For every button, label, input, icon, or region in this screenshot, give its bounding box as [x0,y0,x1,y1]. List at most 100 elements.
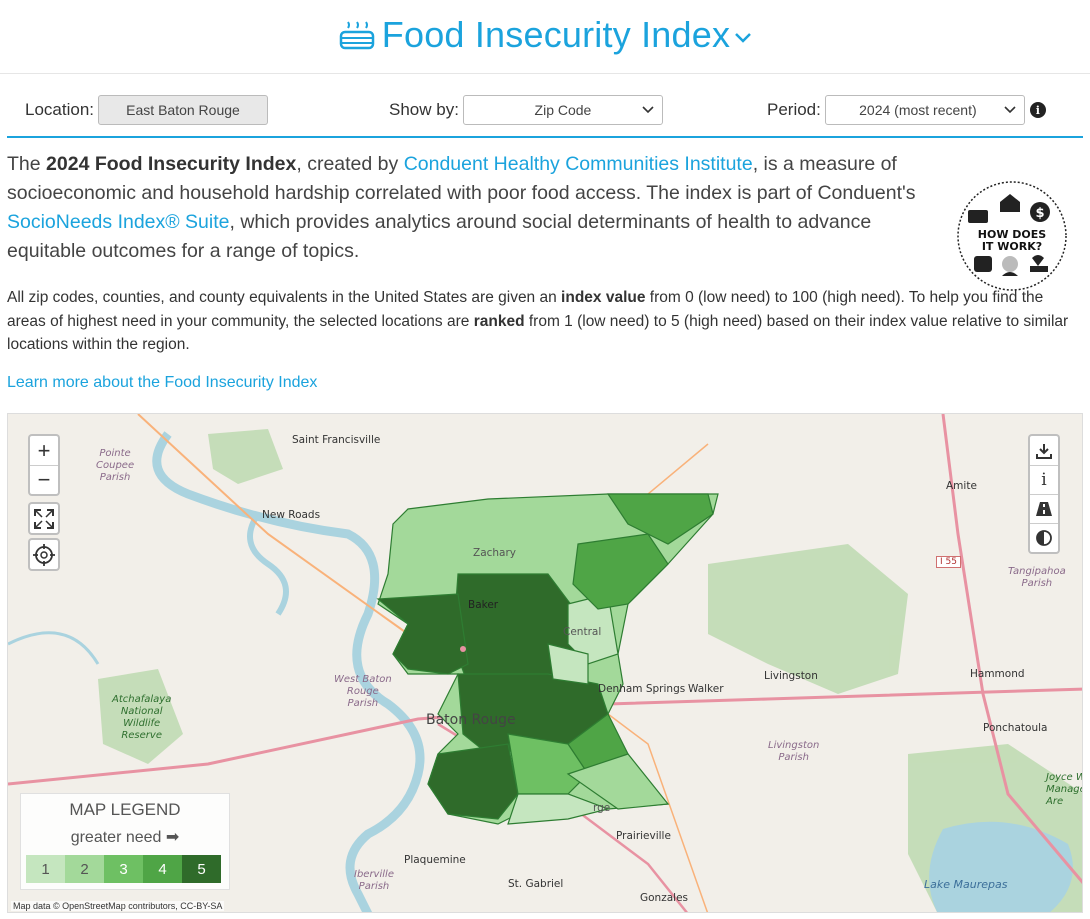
period-control: Period: 2024 (most recent) i [767,95,1046,125]
intro-text: The [7,153,47,175]
chevron-down-icon [735,33,752,43]
locate-button[interactable] [28,538,60,571]
page-title: Food Insecurity Index [381,14,731,55]
legend-level-4: 4 [143,855,182,883]
intro-paragraph: The 2024 Food Insecurity Index, created … [7,150,942,266]
contrast-icon [1036,530,1052,546]
map-label-joyce-wma: Joyce W Manage Are [1046,772,1083,807]
chi-link[interactable]: Conduent Healthy Communities Institute [403,153,753,175]
download-button[interactable] [1030,436,1058,465]
map-label-ponchatoula: Ponchatoula [983,722,1048,734]
zoom-out-button[interactable]: − [30,465,58,494]
download-icon [1036,443,1052,459]
show-by-control: Show by: Zip Code [389,95,663,125]
false-river [247,512,289,616]
learn-more: Learn more about the Food Insecurity Ind… [7,374,317,392]
fullscreen-button[interactable] [28,502,60,535]
map-label-atchafalaya: Atchafalaya National Wildlife Reserve [112,694,172,741]
show-by-select[interactable]: Zip Code [462,95,663,125]
legend-level-3: 3 [104,855,143,883]
legend-title: MAP LEGEND [69,800,181,819]
details-paragraph: All zip codes, counties, and county equi… [7,286,1085,357]
details-bold: ranked [473,312,525,330]
svg-text:$: $ [1035,206,1044,221]
map-label-hammond: Hammond [970,668,1025,680]
info-icon[interactable]: i [1029,102,1046,118]
road-icon [1036,502,1052,516]
location-field[interactable]: East Baton Rouge [98,95,268,125]
info-icon: i [1041,470,1047,490]
period-select[interactable]: 2024 (most recent) [824,95,1025,125]
title-dropdown[interactable]: Food Insecurity Index [338,14,752,56]
map-label-livingston-parish: Livingston Parish [768,740,820,763]
show-by-label: Show by: [389,100,459,119]
zoom-controls: + − [28,434,60,496]
map-label-saint-francisville: Saint Francisville [292,434,381,446]
map-label-st-gabriel: St. Gabriel [508,878,564,890]
info-button[interactable]: i [1030,465,1058,494]
map-label-pointe-coupee: Pointe Coupee Parish [96,448,135,483]
socioneeds-link[interactable]: SocioNeeds Index® Suite [7,211,230,233]
chevron-down-icon [1004,106,1016,114]
map-label-baton-rouge: Baton Rouge [426,712,516,728]
map-label-zachary: Zachary [473,547,517,559]
map-view[interactable]: Saint Francisville Pointe Coupee Parish Ne… [7,413,1083,913]
chevron-down-icon [642,106,654,114]
map-label-plaquemine: Plaquemine [404,854,466,866]
map-label-amite: Amite [946,480,977,492]
location-control: Location: East Baton Rouge [25,95,268,125]
map-label-sorrento-partial: rge [593,802,611,814]
crosshair-icon [33,543,55,566]
map-toolbar: i [1028,434,1060,554]
badge-line-1: HOW DOES [978,228,1047,241]
road-layer-button[interactable] [1030,494,1058,523]
map-label-livingston: Livingston [764,670,818,682]
zip-regions [376,493,719,825]
header: Food Insecurity Index [0,0,1090,74]
zoom-in-button[interactable]: + [37,437,51,463]
interstate-55 [941,414,1082,884]
details-bold: index value [561,289,646,306]
map-label-baker: Baker [468,599,499,611]
map-label-denham-springs: Denham Springs [598,683,686,695]
how-does-it-work-badge[interactable]: $ HOW DOES IT WORK? [956,180,1068,292]
learn-more-link[interactable]: Learn more about the Food Insecurity Ind… [7,374,318,391]
food-tray-icon [339,21,375,50]
legend-subtitle: greater need ➡ [70,829,180,846]
map-label-lake-maurepas: Lake Maurepas [924,878,1008,891]
location-label: Location: [25,100,94,119]
map-label-iberville-parish: Iberville Parish [354,869,394,892]
map-label-new-roads: New Roads [262,509,321,521]
filter-controls: Location: East Baton Rouge Show by: Zip … [7,92,1083,138]
map-label-central: Central [563,626,602,638]
map-label-walker: Walker [688,683,724,695]
intro-text: , is a measure of socioeconomic and hous… [7,153,916,204]
details-text: from 0 (low need) to 100 (high need). To… [7,289,1044,330]
map-label-gonzales: Gonzales [640,892,689,904]
map-label-prairieville: Prairieville [616,830,671,842]
intro-text: , which provides analytics around social… [7,211,872,262]
map-attribution: Map data © OpenStreetMap contributors, C… [11,901,225,911]
details-text: All zip codes, counties, and county equi… [7,289,562,306]
contrast-button[interactable] [1030,523,1058,552]
interstate-55-shield: I 55 [936,556,961,568]
legend-level-2: 2 [65,855,104,883]
intro-bold-title: 2024 Food Insecurity Index [46,153,297,175]
fullscreen-icon [34,508,54,529]
map-label-west-baton-rouge: West Baton Rouge Parish [334,674,392,709]
period-value: 2024 (most recent) [859,102,977,118]
arrow-right-icon: ➡ [165,829,180,846]
show-by-value: Zip Code [534,102,592,118]
state-highway [137,414,409,635]
legend-level-5: 5 [182,855,221,883]
map-label-tangipahoa: Tangipahoa Parish [1008,566,1066,589]
badge-line-2: IT WORK? [982,240,1042,253]
mississippi-river [152,431,425,912]
basemap [8,414,1082,912]
legend-level-1: 1 [26,855,65,883]
lake-maurepas [929,821,1073,912]
intro-text: , created by [296,153,404,175]
details-text: from 1 (low need) to 5 (high need) based… [7,312,1069,354]
